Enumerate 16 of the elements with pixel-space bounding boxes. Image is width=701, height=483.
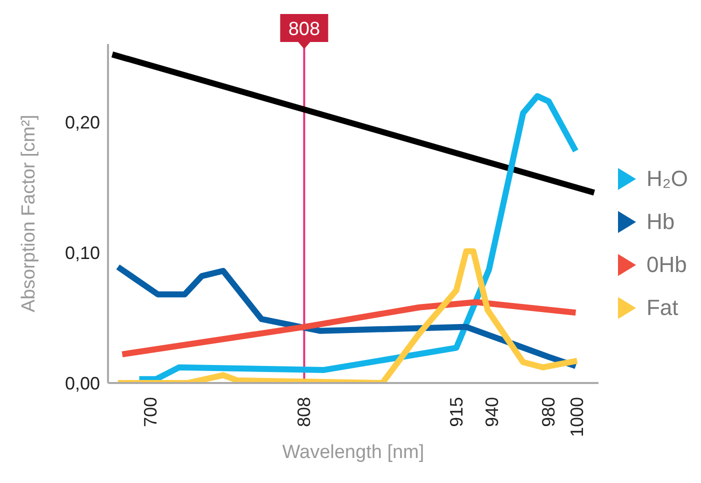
x-tick-label: 915 xyxy=(446,397,466,428)
legend-label: H₂O xyxy=(646,166,688,192)
y-axis-title: Absorption Factor [cm²] xyxy=(18,114,40,312)
x-tick-label: 940 xyxy=(482,397,502,428)
ref-line-label: 808 xyxy=(288,19,320,40)
legend-label: 0Hb xyxy=(646,252,687,278)
y-tick-label: 0,00 xyxy=(64,373,100,394)
x-axis-title: Wavelength [nm] xyxy=(282,442,424,463)
x-tick-label: 980 xyxy=(538,397,559,428)
y-tick-label: 0,20 xyxy=(64,112,100,133)
legend-label: Hb xyxy=(646,208,675,234)
y-tick-label: 0,10 xyxy=(64,243,100,264)
x-tick-label: 1000 xyxy=(567,397,588,438)
x-tick-label: 700 xyxy=(140,397,161,428)
x-tick-label: 808 xyxy=(294,397,314,428)
legend-label: Fat xyxy=(646,294,678,320)
